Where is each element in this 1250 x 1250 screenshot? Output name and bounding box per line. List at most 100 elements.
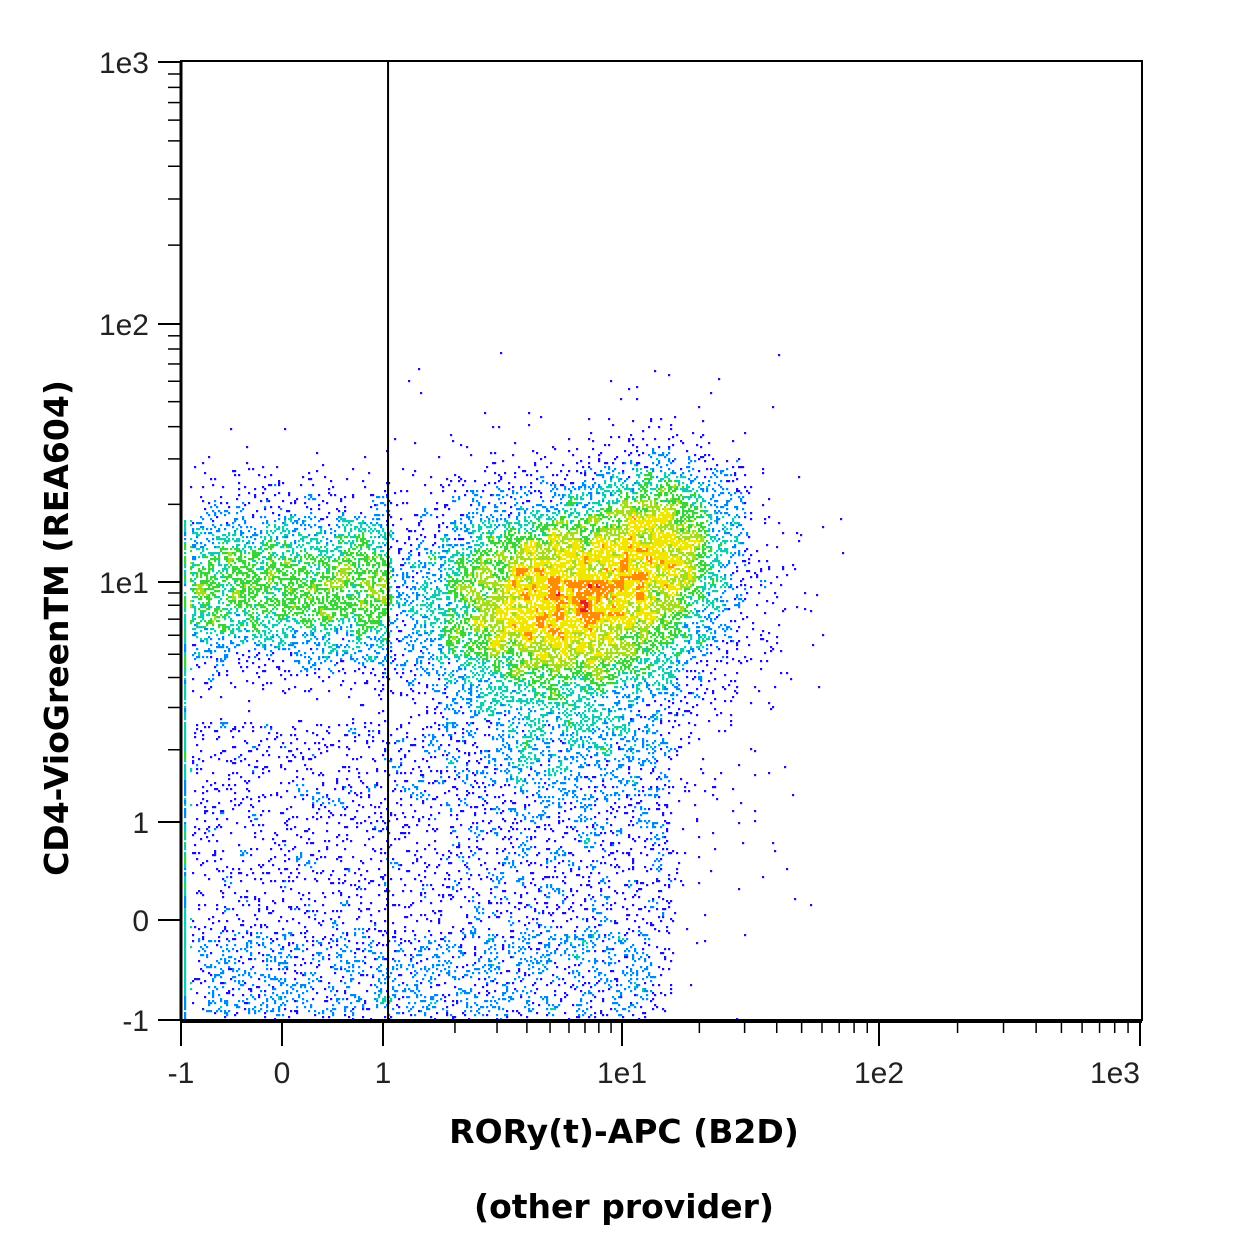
event-dot: [514, 598, 517, 601]
event-dot: [586, 616, 589, 619]
event-dot: [648, 576, 651, 579]
event-dot: [698, 556, 701, 559]
event-dot: [648, 688, 651, 691]
event-dot: [520, 652, 523, 655]
event-dot: [640, 530, 643, 533]
event-dot: [552, 662, 555, 665]
event-dot: [434, 556, 437, 559]
event-dot: [486, 582, 489, 585]
event-dot: [646, 554, 649, 557]
event-dot: [656, 808, 659, 811]
event-dot: [472, 648, 475, 651]
event-dot: [444, 626, 447, 629]
event-dot: [586, 620, 589, 623]
event-dot: [508, 522, 511, 525]
event-dot: [708, 616, 711, 619]
event-dot: [540, 644, 543, 647]
event-dot: [628, 626, 631, 629]
event-dot: [434, 690, 437, 693]
event-dot: [564, 698, 567, 701]
event-dot: [452, 708, 455, 711]
event-dot: [550, 672, 553, 675]
event-dot: [546, 534, 549, 537]
event-dot: [674, 572, 677, 575]
event-dot: [508, 652, 511, 655]
event-dot: [618, 674, 621, 677]
event-dot: [736, 692, 739, 695]
event-dot: [440, 590, 443, 593]
event-dot: [560, 660, 563, 663]
event-dot: [682, 580, 685, 583]
event-dot: [610, 506, 613, 509]
event-dot: [498, 636, 501, 639]
event-dot: [662, 604, 665, 607]
event-dot: [716, 660, 719, 663]
event-dot: [554, 632, 557, 635]
event-dot: [532, 566, 535, 569]
event-dot: [594, 656, 597, 659]
event-dot: [686, 650, 689, 653]
event-dot: [390, 560, 393, 563]
event-dot: [486, 554, 489, 557]
event-dot: [660, 586, 663, 589]
event-dot: [562, 618, 565, 621]
event-dot: [528, 812, 531, 815]
event-dot: [560, 586, 563, 589]
event-dot: [596, 520, 599, 523]
event-dot: [472, 526, 475, 529]
event-dot: [644, 528, 647, 531]
event-dot: [592, 716, 595, 719]
event-dot: [590, 566, 593, 569]
event-dot: [564, 610, 567, 613]
event-dot: [522, 674, 525, 677]
event-dot: [578, 640, 581, 643]
event-dot: [572, 588, 575, 591]
event-dot: [778, 624, 781, 627]
event-dot: [624, 550, 627, 553]
event-dot: [582, 614, 585, 617]
event-dot: [634, 672, 637, 675]
event-dot: [560, 558, 563, 561]
event-dot: [540, 546, 543, 549]
event-dot: [554, 534, 557, 537]
event-dot: [504, 518, 507, 521]
event-dot: [502, 542, 505, 545]
event-dot: [604, 594, 607, 597]
event-dot: [704, 790, 707, 793]
event-dot: [452, 642, 455, 645]
event-dot: [470, 550, 473, 553]
event-dot: [646, 632, 649, 635]
event-dot: [610, 622, 613, 625]
event-dot: [618, 628, 621, 631]
event-dot: [638, 728, 641, 731]
event-dot: [648, 730, 651, 733]
event-dot: [474, 578, 477, 581]
event-dot: [572, 592, 575, 595]
event-dot: [654, 502, 657, 505]
event-dot: [724, 730, 727, 733]
event-dot: [714, 678, 717, 681]
event-dot: [446, 478, 449, 481]
event-dot: [512, 486, 515, 489]
event-dot: [558, 670, 561, 673]
event-dot: [564, 488, 567, 491]
event-dot: [492, 644, 495, 647]
event-dot: [476, 640, 479, 643]
event-dot: [520, 680, 523, 683]
event-dot: [566, 612, 569, 615]
event-dot: [562, 782, 565, 785]
event-dot: [564, 552, 567, 555]
event-dot: [482, 710, 485, 713]
event-dot: [496, 622, 499, 625]
event-dot: [462, 856, 465, 859]
event-dot: [668, 590, 671, 593]
event-dot: [560, 614, 563, 617]
event-dot: [518, 628, 521, 631]
event-dot: [464, 580, 467, 583]
event-dot: [418, 594, 421, 597]
event-dot: [584, 654, 587, 657]
event-dot: [532, 672, 535, 675]
event-dot: [590, 674, 593, 677]
event-dot: [356, 794, 359, 797]
event-dot: [596, 630, 599, 633]
